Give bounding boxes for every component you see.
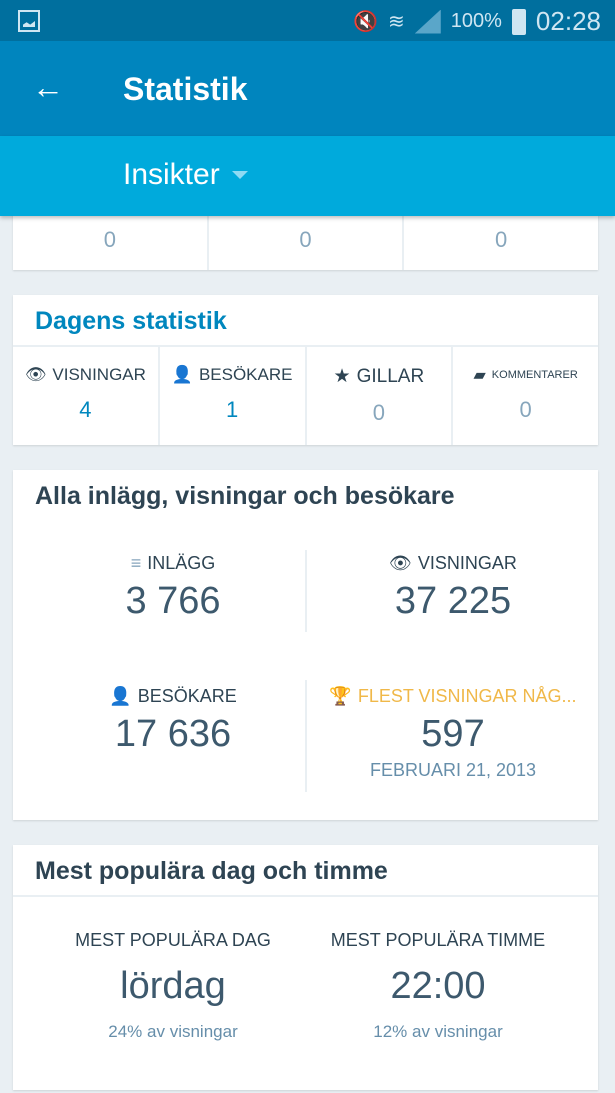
stat-label: BESÖKARE	[137, 686, 237, 706]
stat-label: VISNINGAR	[52, 365, 146, 384]
stat-value: 0	[495, 227, 508, 252]
wifi-icon: ≋	[388, 11, 405, 33]
stat-label: MEST POPULÄRA DAG	[75, 930, 271, 950]
stat-value: 0	[372, 400, 385, 425]
comment-icon: ▰	[473, 367, 486, 384]
trophy-icon: 🏆	[329, 686, 352, 706]
app-toolbar: ← Statistik	[0, 41, 615, 136]
stat-value: 0	[299, 227, 312, 252]
today-visitors[interactable]: 👤 BESÖKARE 1	[160, 347, 307, 445]
posts-icon: ≡	[130, 553, 142, 573]
status-bar: 🔇 ≋ 100% 02:28	[0, 0, 615, 41]
stat-value: 37 225	[394, 580, 512, 622]
today-likes[interactable]: ★ GILLAR 0	[307, 347, 454, 445]
popular-day: MEST POPULÄRA DAG lördag 24% av visninga…	[28, 930, 318, 1042]
eye-icon: 👁	[389, 553, 412, 573]
section-dropdown[interactable]: Insikter	[123, 158, 248, 192]
stat-value: lördag	[120, 965, 226, 1007]
views-stat: 👁 VISNINGAR 37 225	[308, 553, 598, 623]
today-stats-card: Dagens statistik 👁 VISNINGAR 4 👤 BESÖKARE …	[13, 295, 598, 445]
page-title: Statistik	[123, 71, 248, 107]
stat-label: FLEST VISNINGAR NÅG...	[357, 686, 577, 706]
today-views[interactable]: 👁 VISNINGAR 4	[13, 347, 160, 445]
stat-sub: 12% av visningar	[373, 1022, 503, 1041]
stat-value: 0	[103, 227, 116, 252]
posts-stat: ≡ INLÄGG 3 766	[28, 553, 318, 623]
stat-value: 4	[79, 397, 92, 422]
stat-value: 3 766	[125, 580, 221, 622]
stat-value: 0	[519, 397, 532, 422]
eye-icon: 👁	[24, 365, 47, 384]
mute-icon: 🔇	[353, 11, 378, 33]
stat-value: 597	[421, 713, 485, 755]
stat-value: 1	[226, 397, 239, 422]
gallery-notification-icon	[18, 10, 40, 32]
all-time-card: Alla inlägg, visningar och besökare ≡ INL…	[13, 470, 598, 820]
battery-percent: 100%	[450, 10, 502, 32]
popular-title: Mest populära dag och timme	[13, 845, 598, 897]
section-selector-bar: Insikter	[0, 136, 615, 216]
stat-label: VISNINGAR	[417, 553, 517, 573]
popular-card: Mest populära dag och timme MEST POPULÄR…	[13, 845, 598, 1090]
person-icon: 👤	[109, 686, 132, 706]
best-date: FEBRUARI 21, 2013	[369, 760, 537, 780]
visitors-stat: 👤 BESÖKARE 17 636	[28, 686, 318, 756]
best-views-stat: 🏆 FLEST VISNINGAR NÅG... 597 FEBRUARI 21,…	[308, 686, 598, 781]
back-arrow-icon[interactable]: ←	[32, 69, 64, 105]
stat-sub: 24% av visningar	[108, 1022, 238, 1041]
signal-icon	[414, 9, 441, 34]
section-dropdown-label: Insikter	[123, 158, 220, 191]
today-title: Dagens statistik	[13, 295, 598, 347]
clock: 02:28	[535, 6, 601, 36]
all-time-title: Alla inlägg, visningar och besökare	[35, 482, 455, 510]
star-icon: ★	[333, 366, 351, 387]
stat-label: KOMMENTARER	[491, 369, 578, 381]
battery-icon	[511, 8, 526, 35]
stat-value: 17 636	[114, 713, 232, 755]
today-comments[interactable]: ▰ KOMMENTARER 0	[453, 347, 598, 445]
stat-label: INLÄGG	[147, 553, 216, 573]
stat-label: BESÖKARE	[198, 365, 293, 384]
popular-hour: MEST POPULÄRA TIMME 22:00 12% av visning…	[293, 930, 583, 1042]
person-icon: 👤	[171, 365, 193, 384]
stat-label: MEST POPULÄRA TIMME	[330, 930, 546, 950]
stat-label: GILLAR	[356, 365, 425, 387]
stat-value: 22:00	[390, 965, 486, 1007]
caret-down-icon	[231, 171, 248, 179]
